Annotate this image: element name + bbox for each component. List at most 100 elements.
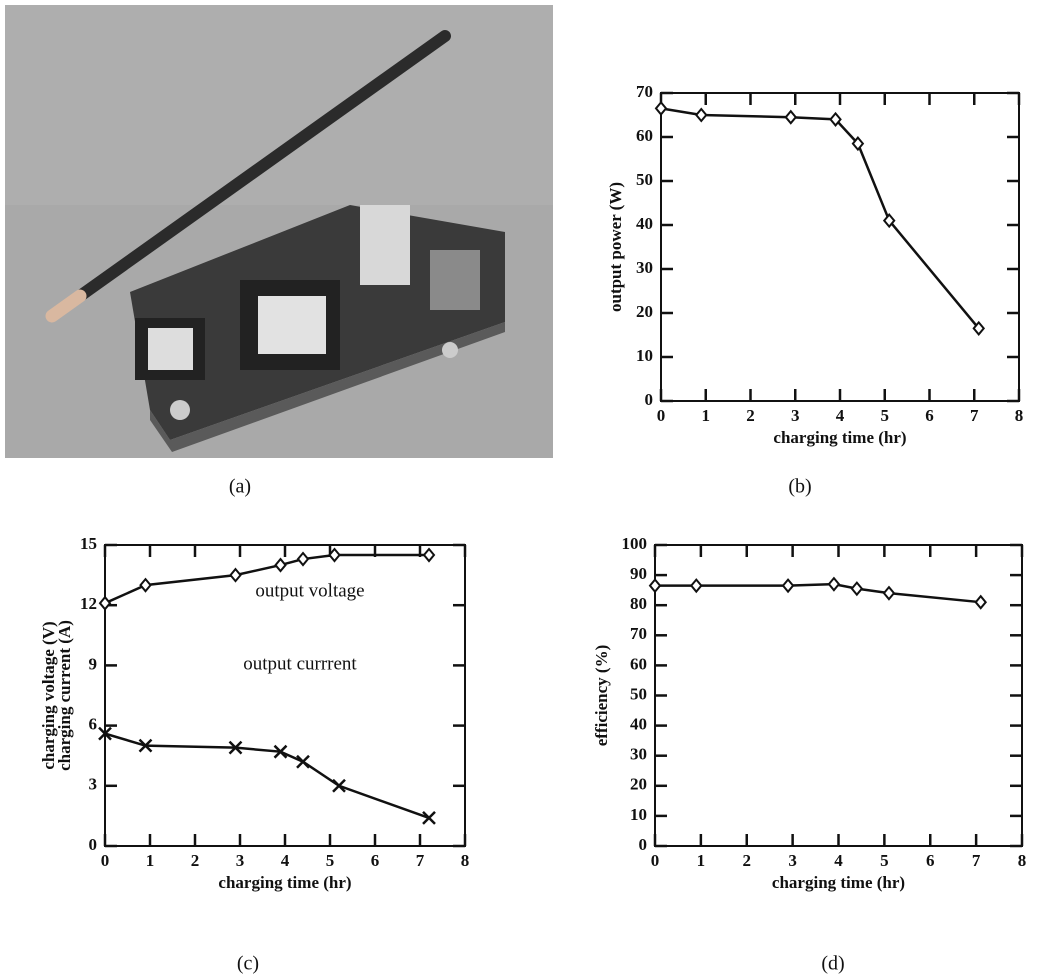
marker-diamond <box>829 111 842 127</box>
x-tick-label: 4 <box>281 851 290 870</box>
marker-diamond <box>694 107 708 123</box>
marker-x <box>422 811 436 825</box>
x-tick-label: 7 <box>970 406 979 425</box>
marker-diamond <box>296 551 310 567</box>
y-tick-label: 9 <box>89 654 98 673</box>
y-tick-label: 90 <box>630 564 647 583</box>
plot-frame <box>660 92 1020 402</box>
x-tick-label: 8 <box>1018 851 1027 870</box>
y-tick-label: 10 <box>636 346 653 365</box>
x-tick-label: 1 <box>697 851 706 870</box>
marker-diamond <box>229 567 242 583</box>
y-tick-label: 3 <box>89 775 98 794</box>
y-axis-label: efficiency (%) <box>592 645 611 746</box>
data-line <box>660 107 980 330</box>
y-tick-label: 30 <box>630 745 647 764</box>
marker-x <box>273 744 288 759</box>
y-tick-label: 0 <box>639 835 648 854</box>
marker-diamond <box>274 557 287 573</box>
marker-x <box>138 738 153 753</box>
x-tick-label: 3 <box>791 406 800 425</box>
y-tick-label: 6 <box>89 715 98 734</box>
x-tick-label: 7 <box>416 851 425 870</box>
y-tick-label: 40 <box>636 214 653 233</box>
y-tick-label: 15 <box>80 534 97 553</box>
marker-diamond <box>98 595 112 611</box>
marker-x <box>332 778 346 793</box>
marker-diamond <box>784 109 798 125</box>
x-tick-label: 6 <box>371 851 380 870</box>
marker-diamond <box>422 547 436 563</box>
x-tick-label: 5 <box>880 851 889 870</box>
y-tick-label: 0 <box>89 835 98 854</box>
y-axis-label: charging voltage (V) <box>39 621 58 769</box>
y-tick-label: 30 <box>636 258 653 277</box>
panel-caption: (d) <box>821 953 844 975</box>
plot-frame <box>654 544 1023 847</box>
marker-diamond <box>850 581 864 597</box>
x-tick-label: 6 <box>925 406 934 425</box>
panel-caption: (b) <box>788 476 811 498</box>
marker-x <box>98 726 112 741</box>
marker-diamond <box>139 577 152 593</box>
data-line <box>104 732 430 820</box>
y-tick-label: 40 <box>630 715 647 734</box>
x-tick-label: 2 <box>746 406 755 425</box>
marker-diamond <box>851 136 865 152</box>
series-annotation: output currrent <box>243 653 357 674</box>
x-tick-label: 1 <box>146 851 155 870</box>
x-tick-label: 5 <box>326 851 335 870</box>
y-tick-label: 20 <box>630 775 647 794</box>
y-tick-label: 80 <box>630 594 647 613</box>
photo <box>5 5 553 458</box>
x-tick-label: 0 <box>101 851 110 870</box>
x-tick-label: 5 <box>881 406 890 425</box>
marker-diamond <box>827 576 841 592</box>
y-tick-label: 100 <box>622 534 648 553</box>
marker-diamond <box>882 213 896 229</box>
y-tick-label: 70 <box>630 624 647 643</box>
y-tick-label: 70 <box>636 82 653 101</box>
x-tick-label: 2 <box>743 851 752 870</box>
x-tick-label: 0 <box>651 851 660 870</box>
y-tick-label: 0 <box>645 390 654 409</box>
marker-diamond <box>654 100 668 116</box>
panel-caption: (a) <box>229 476 251 498</box>
marker-diamond <box>882 585 896 601</box>
y-tick-label: 60 <box>636 126 653 145</box>
marker-diamond <box>972 320 986 336</box>
data-line <box>655 582 981 604</box>
x-tick-label: 0 <box>657 406 666 425</box>
y-axis-label: output power (W) <box>606 182 625 312</box>
y-tick-label: 50 <box>636 170 653 189</box>
marker-diamond <box>689 578 703 594</box>
x-tick-label: 3 <box>236 851 245 870</box>
series-annotation: output voltage <box>255 580 364 601</box>
marker-diamond <box>648 578 662 594</box>
marker-diamond <box>974 594 988 610</box>
y-tick-label: 60 <box>630 654 647 673</box>
marker-diamond <box>328 547 341 563</box>
x-tick-label: 8 <box>1015 406 1024 425</box>
y-axis-label: charging current (A) <box>55 620 74 771</box>
panel-caption: (c) <box>237 953 259 975</box>
x-tick-label: 8 <box>461 851 470 870</box>
marker-diamond <box>781 578 795 594</box>
y-tick-label: 12 <box>80 594 97 613</box>
x-tick-label: 3 <box>788 851 797 870</box>
y-tick-label: 10 <box>630 805 647 824</box>
marker-x <box>228 740 243 755</box>
x-tick-label: 4 <box>836 406 845 425</box>
x-tick-label: 6 <box>926 851 935 870</box>
y-tick-label: 50 <box>630 684 647 703</box>
x-axis-label: charging time (hr) <box>218 873 351 892</box>
marker-x <box>296 754 310 769</box>
x-axis-label: charging time (hr) <box>772 873 905 892</box>
x-tick-label: 7 <box>972 851 981 870</box>
x-tick-label: 4 <box>834 851 843 870</box>
y-tick-label: 20 <box>636 302 653 321</box>
x-tick-label: 1 <box>702 406 711 425</box>
x-tick-label: 2 <box>191 851 200 870</box>
x-axis-label: charging time (hr) <box>773 428 906 447</box>
